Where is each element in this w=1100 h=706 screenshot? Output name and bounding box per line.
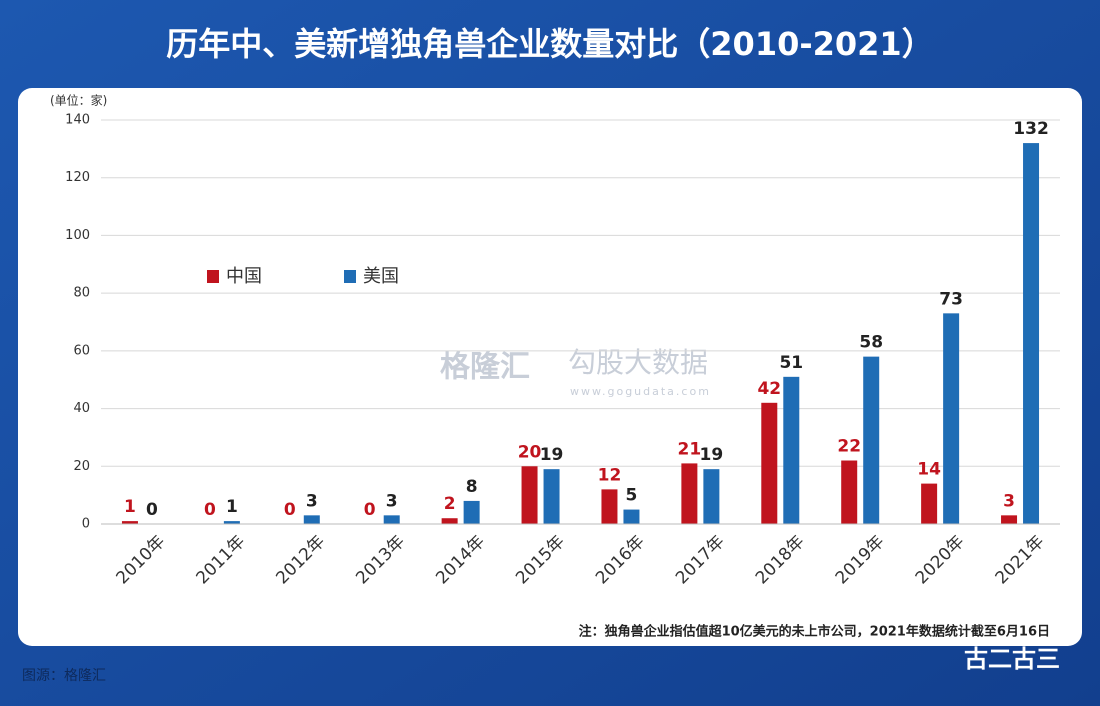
bar xyxy=(121,521,138,524)
bar xyxy=(521,466,538,524)
watermark: 勾股大数据 xyxy=(568,346,708,379)
data-label: 19 xyxy=(700,445,724,465)
bar xyxy=(383,515,400,524)
bar xyxy=(223,521,240,524)
data-label: 3 xyxy=(386,491,398,511)
legend-swatch xyxy=(207,270,219,283)
bar xyxy=(441,518,458,524)
bar xyxy=(921,483,938,524)
data-label: 73 xyxy=(939,289,963,309)
note: 注：独角兽企业指估值超10亿美元的未上市公司，2021年数据统计截至6月16日 xyxy=(579,624,1050,640)
bar xyxy=(703,469,720,524)
data-label: 3 xyxy=(306,491,318,511)
bar xyxy=(783,376,800,524)
data-label: 42 xyxy=(757,379,781,399)
bar xyxy=(623,509,640,524)
data-label: 58 xyxy=(859,333,883,353)
data-label: 0 xyxy=(284,500,296,520)
data-label: 19 xyxy=(540,445,564,465)
bar xyxy=(943,313,960,524)
y-tick-label: 0 xyxy=(82,517,90,532)
data-label: 12 xyxy=(598,465,622,485)
y-tick-label: 80 xyxy=(73,286,90,301)
account: 古二古三 xyxy=(964,645,1060,673)
legend-label: 中国 xyxy=(226,266,262,287)
y-tick-label: 120 xyxy=(65,170,90,185)
bar xyxy=(303,515,320,524)
data-label: 14 xyxy=(917,460,941,480)
bar xyxy=(463,500,480,524)
data-label: 132 xyxy=(1013,119,1049,139)
bar xyxy=(761,402,778,524)
watermark: www.gogudata.com xyxy=(570,385,711,398)
legend-label: 美国 xyxy=(363,266,399,287)
data-label: 51 xyxy=(779,353,803,373)
bar xyxy=(681,463,698,524)
y-tick-label: 60 xyxy=(73,343,90,358)
y-tick-label: 40 xyxy=(73,401,90,416)
legend-swatch xyxy=(344,270,356,283)
source: 图源：格隆汇 xyxy=(22,668,106,684)
data-label: 22 xyxy=(837,437,861,457)
data-label: 8 xyxy=(466,477,478,497)
data-label: 0 xyxy=(364,500,376,520)
watermark: 格隆汇 xyxy=(440,350,530,385)
bar xyxy=(841,460,858,524)
y-tick-label: 140 xyxy=(65,113,90,128)
y-tick-label: 20 xyxy=(73,459,90,474)
y-tick-label: 100 xyxy=(65,228,90,243)
bar xyxy=(601,489,618,524)
data-label: 0 xyxy=(204,500,216,520)
data-label: 21 xyxy=(678,439,702,459)
bar xyxy=(1023,143,1040,525)
chart-panel xyxy=(18,88,1082,646)
data-label: 1 xyxy=(124,497,136,517)
bar xyxy=(863,356,880,524)
data-label: 0 xyxy=(146,500,158,520)
data-label: 5 xyxy=(626,486,638,506)
chart-title: 历年中、美新增独角兽企业数量对比（2010-2021） xyxy=(166,25,933,63)
data-label: 1 xyxy=(226,497,238,517)
bar xyxy=(543,469,560,524)
unit-label: (单位：家) xyxy=(50,93,107,108)
data-label: 20 xyxy=(518,442,542,462)
data-label: 3 xyxy=(1003,491,1015,511)
data-label: 2 xyxy=(444,494,456,514)
bar xyxy=(1001,515,1018,524)
